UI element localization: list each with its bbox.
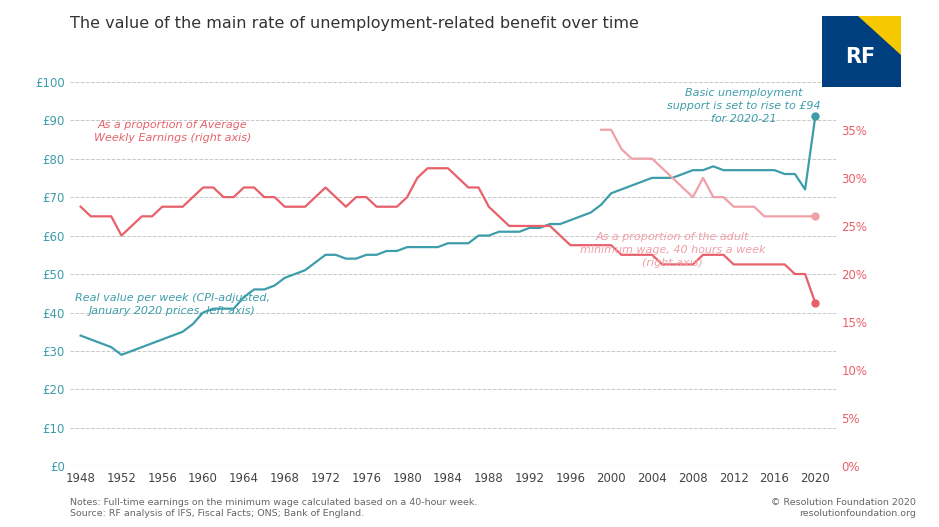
Text: As a proportion of the adult
minimum wage, 40 hours a week
(right axis): As a proportion of the adult minimum wag…: [579, 232, 765, 268]
Text: resolutionfoundation.org: resolutionfoundation.org: [799, 509, 916, 518]
Text: Basic unemployment
support is set to rise to £94
for 2020-21: Basic unemployment support is set to ris…: [667, 87, 821, 124]
Text: The value of the main rate of unemployment-related benefit over time: The value of the main rate of unemployme…: [70, 16, 639, 31]
Text: As a proportion of Average
Weekly Earnings (right axis): As a proportion of Average Weekly Earnin…: [94, 120, 251, 143]
Text: © Resolution Foundation 2020: © Resolution Foundation 2020: [771, 498, 916, 507]
Text: Source: RF analysis of IFS, Fiscal Facts; ONS; Bank of England.: Source: RF analysis of IFS, Fiscal Facts…: [70, 509, 364, 518]
Text: Notes: Full-time earnings on the minimum wage calculated based on a 40-hour week: Notes: Full-time earnings on the minimum…: [70, 498, 478, 507]
Polygon shape: [857, 16, 901, 55]
Text: RF: RF: [845, 47, 875, 67]
Text: Real value per week (CPI-adjusted,
January 2020 prices, left axis): Real value per week (CPI-adjusted, Janua…: [75, 293, 270, 316]
